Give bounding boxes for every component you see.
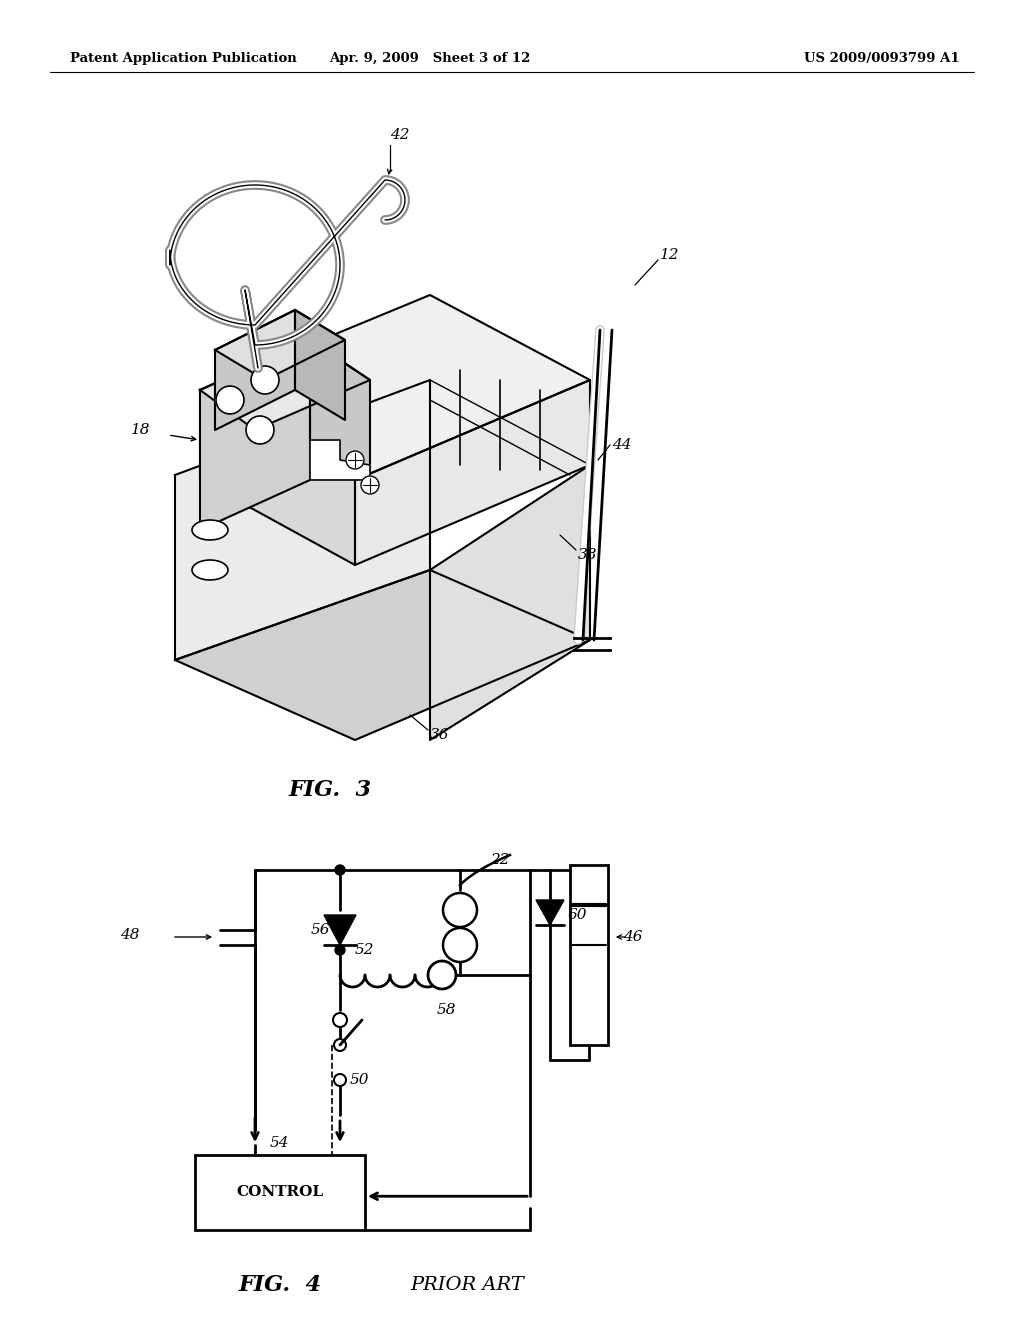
Polygon shape <box>200 341 370 430</box>
Text: 18: 18 <box>130 422 150 437</box>
Circle shape <box>334 1039 346 1051</box>
Text: CONTROL: CONTROL <box>237 1185 324 1200</box>
Polygon shape <box>215 310 295 430</box>
Circle shape <box>251 366 279 393</box>
Text: 22: 22 <box>490 853 510 867</box>
Text: 38: 38 <box>578 548 597 562</box>
Text: 12: 12 <box>660 248 680 261</box>
Polygon shape <box>200 341 310 531</box>
Circle shape <box>428 961 456 989</box>
Text: 58: 58 <box>437 1003 457 1016</box>
Polygon shape <box>310 440 370 480</box>
Circle shape <box>361 477 379 494</box>
Polygon shape <box>215 310 345 380</box>
Polygon shape <box>310 341 370 480</box>
Circle shape <box>335 865 345 875</box>
Bar <box>570 865 608 1045</box>
Polygon shape <box>175 570 590 741</box>
Circle shape <box>246 416 274 444</box>
Polygon shape <box>200 389 355 565</box>
Bar <box>195 1155 365 1230</box>
Circle shape <box>334 1074 346 1086</box>
Text: Apr. 9, 2009   Sheet 3 of 12: Apr. 9, 2009 Sheet 3 of 12 <box>330 51 530 65</box>
Text: 50: 50 <box>350 1073 370 1086</box>
Text: US 2009/0093799 A1: US 2009/0093799 A1 <box>805 51 961 65</box>
Text: 36: 36 <box>430 729 450 742</box>
Ellipse shape <box>193 520 228 540</box>
Text: 60: 60 <box>568 908 588 921</box>
Circle shape <box>443 894 477 927</box>
Text: 52: 52 <box>355 942 375 957</box>
Polygon shape <box>355 380 590 565</box>
Text: 54: 54 <box>270 1137 290 1150</box>
Polygon shape <box>295 310 345 420</box>
Text: 46: 46 <box>623 931 642 944</box>
Circle shape <box>443 928 477 962</box>
Ellipse shape <box>193 560 228 579</box>
Circle shape <box>335 945 345 954</box>
Text: 56: 56 <box>310 923 330 937</box>
Circle shape <box>346 451 364 469</box>
Polygon shape <box>536 900 564 925</box>
Polygon shape <box>200 294 590 480</box>
Circle shape <box>216 385 244 414</box>
Text: Patent Application Publication: Patent Application Publication <box>70 51 297 65</box>
Polygon shape <box>430 465 590 741</box>
Circle shape <box>333 1012 347 1027</box>
Text: FIG.  3: FIG. 3 <box>289 779 372 801</box>
Text: 42: 42 <box>390 128 410 143</box>
Text: FIG.  4: FIG. 4 <box>239 1274 322 1296</box>
Polygon shape <box>175 380 430 660</box>
Text: 48: 48 <box>121 928 140 942</box>
Polygon shape <box>324 915 356 945</box>
Text: PRIOR ART: PRIOR ART <box>410 1276 523 1294</box>
Text: 44: 44 <box>612 438 632 451</box>
